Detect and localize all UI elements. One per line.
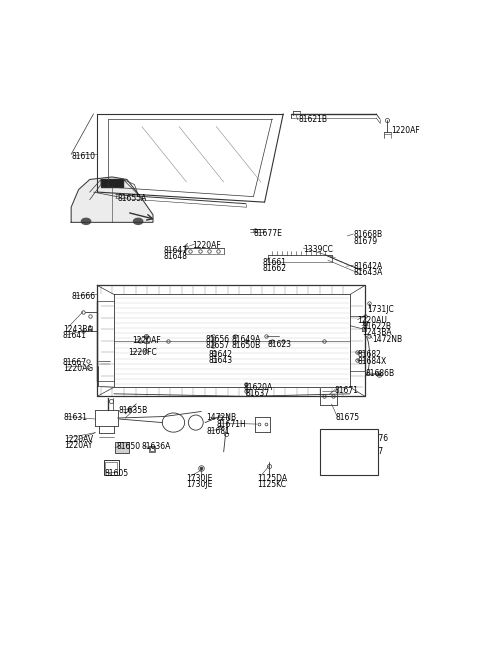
- Text: 81671: 81671: [335, 386, 359, 395]
- Text: 81682: 81682: [358, 350, 382, 360]
- Text: 81679: 81679: [354, 236, 378, 246]
- Text: 81642A: 81642A: [354, 262, 383, 271]
- Text: 81675: 81675: [335, 413, 360, 422]
- Text: 81671H: 81671H: [216, 420, 246, 428]
- Text: 81643: 81643: [209, 356, 233, 365]
- Text: 1220AF: 1220AF: [391, 126, 420, 135]
- Text: 1220AF: 1220AF: [192, 240, 221, 250]
- Text: 1125DA: 1125DA: [257, 474, 288, 483]
- Text: 81620A: 81620A: [243, 383, 273, 392]
- Text: 1125KC: 1125KC: [257, 479, 286, 489]
- Ellipse shape: [82, 218, 91, 225]
- Text: 81668B: 81668B: [354, 231, 383, 240]
- Ellipse shape: [133, 218, 143, 225]
- Text: 81641: 81641: [63, 331, 87, 341]
- Text: 81662: 81662: [263, 264, 287, 273]
- Text: 81642: 81642: [209, 350, 233, 359]
- Text: 81643A: 81643A: [354, 268, 383, 277]
- Bar: [104, 460, 119, 474]
- Text: 1339CC: 1339CC: [304, 244, 334, 253]
- Text: 1220AU: 1220AU: [358, 316, 387, 325]
- Text: 81649A: 81649A: [231, 335, 261, 344]
- Text: 1731JC: 1731JC: [367, 305, 394, 314]
- Text: 81677E: 81677E: [253, 229, 282, 238]
- Text: 81621B: 81621B: [298, 115, 327, 124]
- Text: 81686B: 81686B: [365, 369, 394, 378]
- Text: 81635B: 81635B: [119, 406, 148, 415]
- Text: 81647: 81647: [163, 246, 188, 255]
- Text: 81684X: 81684X: [358, 356, 387, 365]
- Text: 1472NB: 1472NB: [206, 413, 236, 422]
- Polygon shape: [101, 179, 123, 187]
- Text: 81631: 81631: [64, 413, 88, 422]
- Text: 81666: 81666: [71, 292, 96, 301]
- Text: 81667: 81667: [63, 358, 87, 367]
- Text: 81650B: 81650B: [231, 341, 260, 350]
- Text: 81656: 81656: [205, 335, 229, 344]
- Text: 81657: 81657: [205, 341, 229, 350]
- Text: 81676: 81676: [364, 434, 388, 443]
- Text: 1220AY: 1220AY: [64, 441, 92, 450]
- Bar: [321, 428, 378, 475]
- Text: 81623: 81623: [267, 341, 291, 349]
- Bar: [106, 462, 117, 472]
- Text: 1730JE: 1730JE: [186, 479, 213, 489]
- Text: 81637: 81637: [246, 389, 270, 398]
- Text: 81636A: 81636A: [141, 442, 170, 451]
- Text: 81605: 81605: [105, 468, 129, 477]
- Text: 1730JE: 1730JE: [186, 474, 213, 483]
- Text: 1243BA: 1243BA: [362, 328, 392, 337]
- Polygon shape: [71, 177, 153, 222]
- Text: 1220AV: 1220AV: [64, 435, 93, 443]
- Text: 81655A: 81655A: [118, 194, 147, 203]
- Bar: [115, 442, 129, 453]
- Text: 81681: 81681: [206, 427, 230, 436]
- Text: 81661: 81661: [263, 258, 287, 267]
- Text: 1243BA: 1243BA: [63, 326, 93, 334]
- Text: 81610: 81610: [71, 152, 95, 161]
- Text: 81677: 81677: [360, 447, 384, 457]
- Text: 81648: 81648: [163, 252, 187, 261]
- Text: 1220FC: 1220FC: [128, 348, 157, 357]
- Text: 1220AF: 1220AF: [132, 337, 161, 345]
- Text: 81650: 81650: [117, 442, 141, 451]
- Text: 1220AG: 1220AG: [63, 364, 93, 373]
- Text: 1472NB: 1472NB: [372, 335, 403, 344]
- Text: 81622B: 81622B: [362, 322, 391, 331]
